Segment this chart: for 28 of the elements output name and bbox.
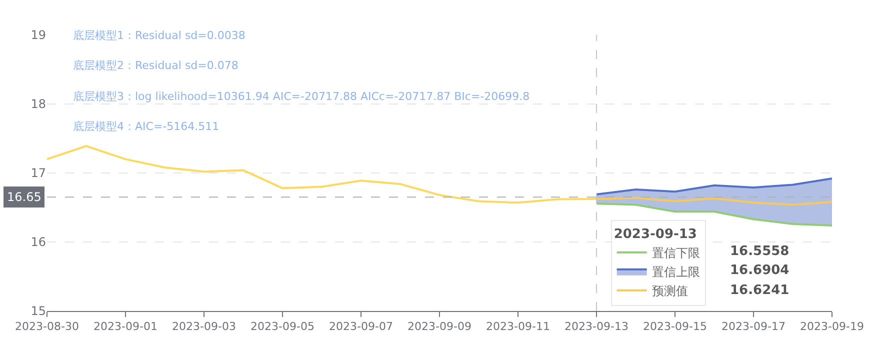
annotation: 底层模型2：Residual sd=0.078 <box>73 59 238 72</box>
y-tick-label: 15 <box>30 304 46 318</box>
x-tick-label: 2023-09-13 <box>564 320 628 334</box>
y-tick-label: 17 <box>30 166 46 180</box>
x-tick-label: 2023-09-09 <box>408 320 472 334</box>
legend-label: 置信上限 <box>652 265 700 280</box>
annotation: 底层模型4：AIC=-5164.511 <box>73 120 220 133</box>
x-tick-label: 2023-09-15 <box>643 320 707 334</box>
y-tick-label: 19 <box>30 28 46 42</box>
legend-label: 预测值 <box>652 284 688 298</box>
annotation: 16.6241 <box>730 283 790 298</box>
x-tick-label: 2023-09-03 <box>172 320 236 334</box>
y-tick-label: 16 <box>30 235 46 250</box>
x-tick-label: 2023-09-07 <box>329 320 393 334</box>
x-tick-label: 2023-08-30 <box>15 320 79 334</box>
annotation: 16.5558 <box>730 244 790 259</box>
annotation: 底层模型1：Residual sd=0.0038 <box>73 29 246 42</box>
x-tick-label: 2023-09-19 <box>800 320 864 334</box>
annotation: 16.6904 <box>730 263 790 278</box>
x-tick-label: 2023-09-05 <box>250 320 314 334</box>
legend-title: 2023-09-13 <box>614 226 697 242</box>
ref-line-label: 16.65 <box>7 190 42 204</box>
legend-label: 置信下限 <box>652 246 700 260</box>
x-tick-label: 2023-09-01 <box>94 320 158 334</box>
x-tick-label: 2023-09-11 <box>486 320 550 334</box>
x-tick-label: 2023-09-17 <box>722 320 786 334</box>
annotation: 底层模型3：log likelihood=10361.94 AIC=-20717.88 AICc=-20717.87 BIc=-20699.8 <box>73 90 530 103</box>
y-tick-label: 18 <box>30 97 46 112</box>
